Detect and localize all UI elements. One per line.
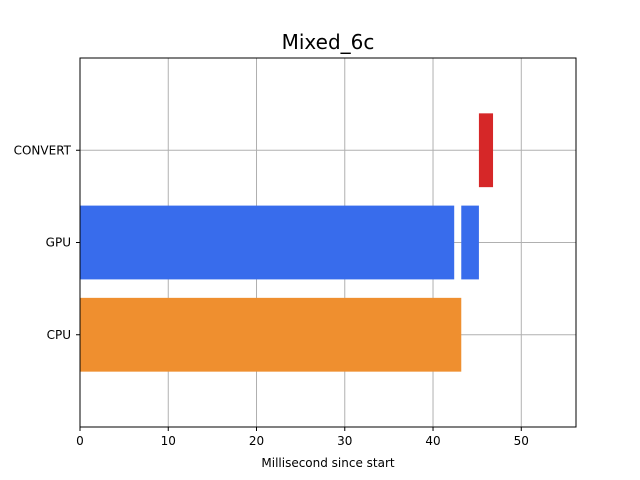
x-tick-label: 20 xyxy=(249,434,264,448)
x-tick-label: 50 xyxy=(514,434,529,448)
x-tick-label: 30 xyxy=(337,434,352,448)
y-tick-label-convert: CONVERT xyxy=(14,143,72,157)
x-tick-label: 0 xyxy=(76,434,84,448)
y-tick-label-cpu: CPU xyxy=(47,328,71,342)
y-tick-label-gpu: GPU xyxy=(46,236,71,250)
x-tick-label: 10 xyxy=(161,434,176,448)
x-axis-label: Millisecond since start xyxy=(261,456,395,470)
bar-segment-convert xyxy=(478,113,494,188)
bar-segment-gpu xyxy=(461,205,479,280)
tick-layer: 0 10 20 30 40 50 CPU GPU CONVERT xyxy=(14,143,529,448)
x-tick-label: 40 xyxy=(425,434,440,448)
bar-segment-gpu xyxy=(80,205,455,280)
chart-title: Mixed_6c xyxy=(282,30,375,54)
bar-segment-cpu xyxy=(80,297,462,372)
bar-layer xyxy=(80,113,494,372)
